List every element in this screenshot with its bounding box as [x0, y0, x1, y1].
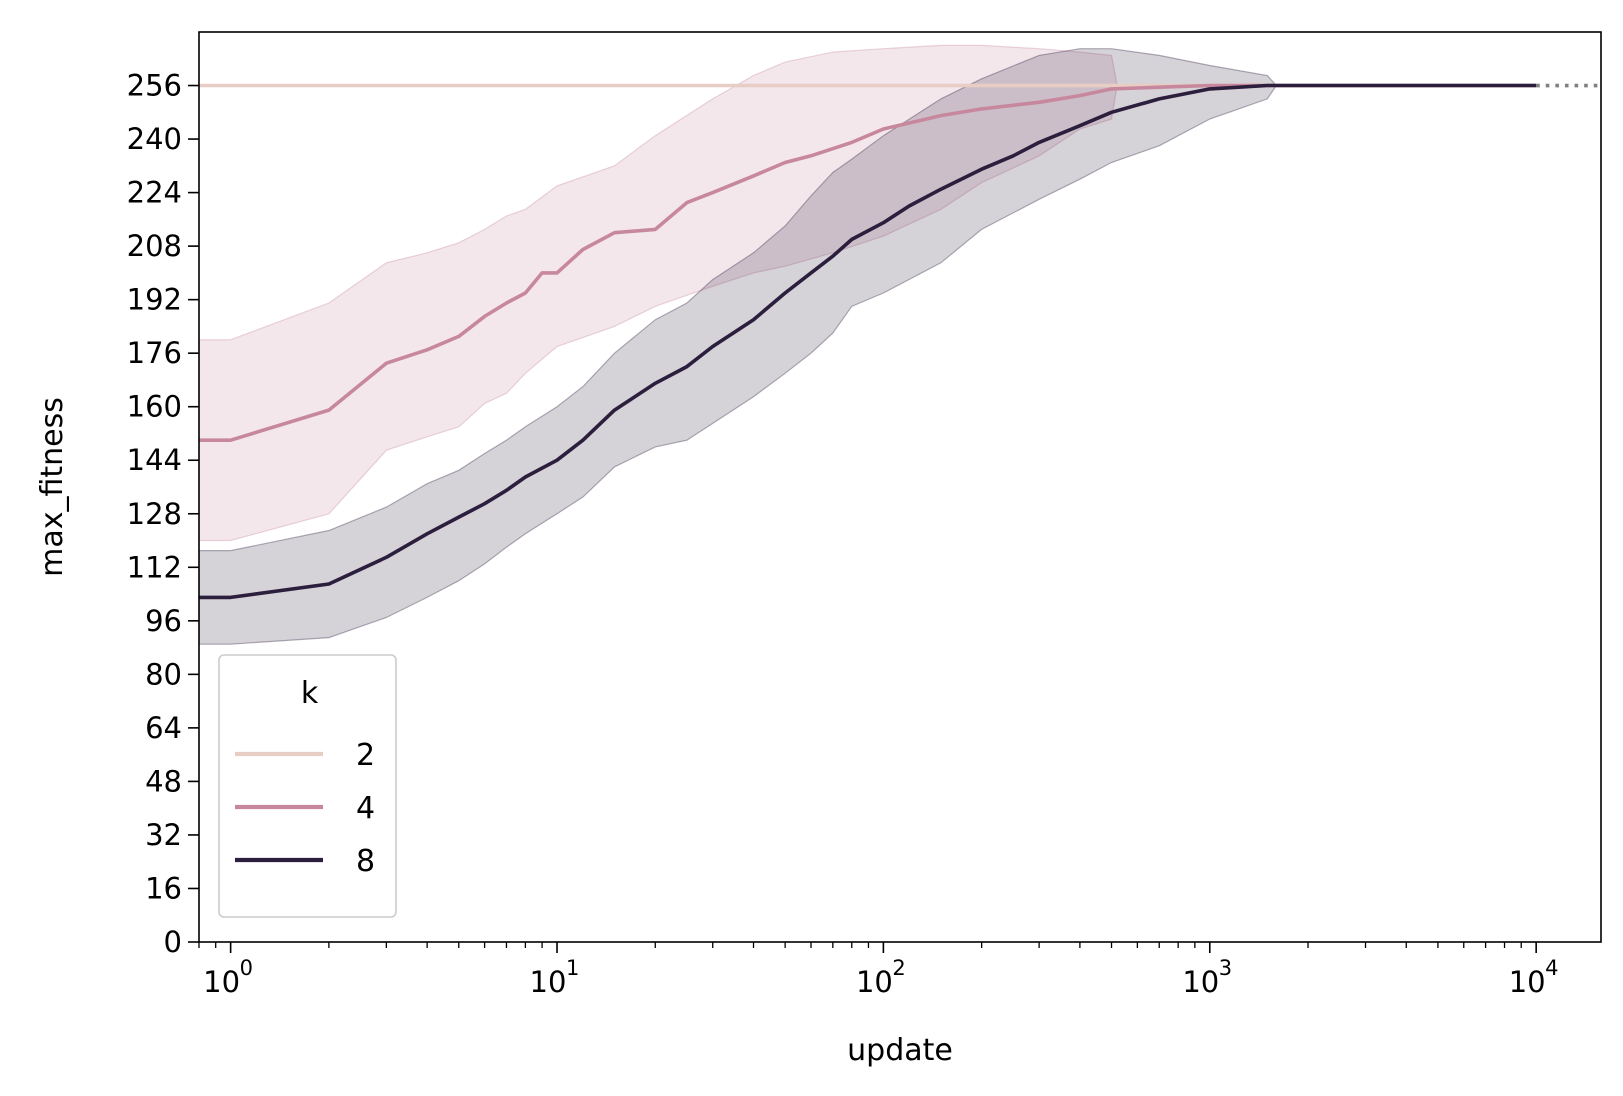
y-tick-label: 16: [145, 871, 182, 905]
x-tick-label: 10: [1182, 965, 1219, 999]
x-axis-label: update: [847, 1033, 953, 1068]
legend-label-k-8: 8: [356, 844, 375, 879]
x-tick-label: 10: [530, 965, 567, 999]
y-tick-label: 176: [127, 336, 182, 370]
y-tick-label: 32: [145, 818, 182, 852]
x-tick-exponent: 0: [240, 956, 253, 980]
y-tick-label: 48: [145, 764, 182, 798]
y-tick-label: 80: [145, 657, 182, 691]
legend-label-k-4: 4: [356, 791, 375, 826]
x-tick-label: 10: [856, 965, 893, 999]
y-tick-label: 112: [127, 550, 182, 584]
x-axis-ticks: 10 0 10 1 10 2 10 3 10 4: [198, 942, 1559, 999]
legend-box: [218, 654, 397, 918]
y-tick-label: 256: [127, 69, 182, 103]
x-tick-exponent: 1: [566, 956, 579, 980]
legend-label-k-2: 2: [356, 738, 375, 773]
y-tick-label: 240: [127, 122, 182, 156]
series-line-k-8: [199, 83, 1537, 600]
y-tick-label: 208: [127, 229, 182, 263]
x-tick-exponent: 4: [1545, 956, 1558, 980]
y-tick-label: 96: [145, 604, 182, 638]
x-tick-label: 10: [1509, 965, 1546, 999]
y-tick-label: 144: [127, 443, 182, 477]
y-tick-label: 192: [127, 283, 182, 317]
y-axis-label: max_fitness: [35, 397, 70, 577]
y-tick-label: 224: [127, 176, 182, 210]
y-tick-label: 64: [145, 711, 182, 745]
x-tick-label: 10: [203, 965, 240, 999]
y-axis-ticks: 0 16 32 48 64 80 96 112 128 144 160 176 192 208 224 240…: [127, 69, 199, 959]
legend-title: k: [301, 676, 319, 711]
legend: k 2 4 8: [218, 654, 397, 918]
series-line-k-4: [199, 83, 1537, 443]
plot-area-frame: [198, 31, 1602, 943]
x-tick-exponent: 2: [892, 956, 905, 980]
y-tick-label: 160: [127, 390, 182, 424]
y-tick-label: 0: [164, 925, 182, 959]
y-tick-label: 128: [127, 497, 182, 531]
x-tick-exponent: 3: [1219, 956, 1232, 980]
series-lines: [199, 83, 1537, 600]
legend-items: 2 4 8: [235, 738, 375, 879]
